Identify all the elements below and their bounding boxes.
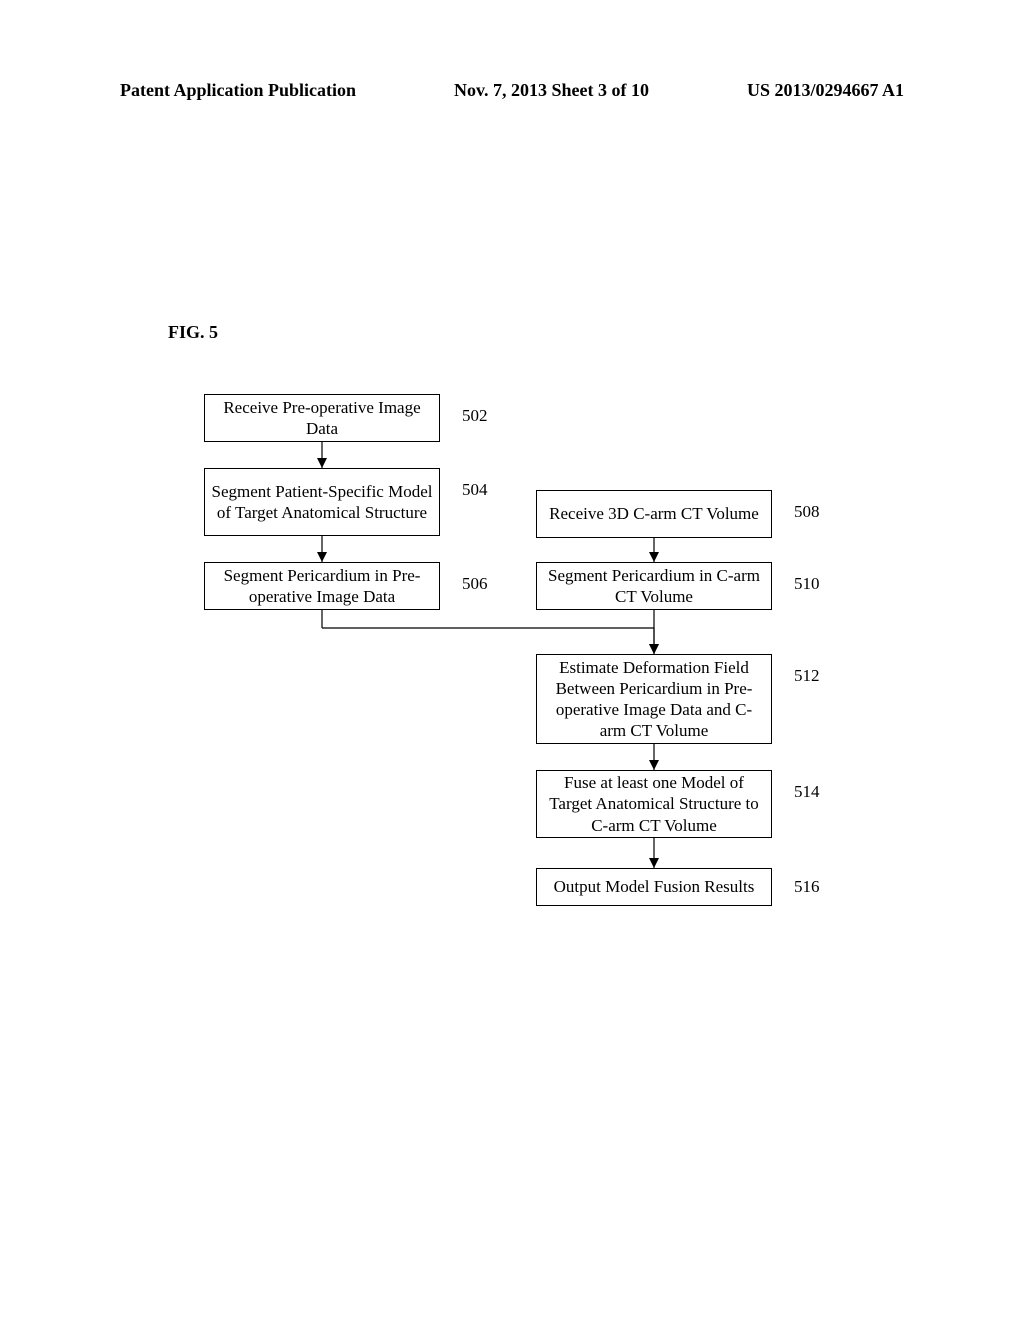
page-header: Patent Application Publication Nov. 7, 2… (0, 80, 1024, 101)
connector (644, 610, 664, 654)
ref-label-512: 512 (794, 666, 820, 686)
flow-node-516: Output Model Fusion Results (536, 868, 772, 906)
ref-label-514: 514 (794, 782, 820, 802)
flow-node-514: Fuse at least one Model of Target Anatom… (536, 770, 772, 838)
flow-node-502: Receive Pre-operative Image Data (204, 394, 440, 442)
connector (644, 838, 664, 868)
connector (644, 744, 664, 770)
flow-node-512: Estimate Deformation Field Between Peric… (536, 654, 772, 744)
ref-label-504: 504 (462, 480, 488, 500)
header-left: Patent Application Publication (120, 80, 356, 101)
flow-node-510: Segment Pericardium in C-arm CT Volume (536, 562, 772, 610)
connector (312, 442, 332, 468)
ref-label-502: 502 (462, 406, 488, 426)
ref-label-506: 506 (462, 574, 488, 594)
flow-node-504: Segment Patient-Specific Model of Target… (204, 468, 440, 536)
flow-node-506: Segment Pericardium in Pre-operative Ima… (204, 562, 440, 610)
ref-label-510: 510 (794, 574, 820, 594)
header-center: Nov. 7, 2013 Sheet 3 of 10 (454, 80, 649, 101)
figure-label: FIG. 5 (168, 322, 218, 343)
connector (320, 610, 656, 654)
ref-label-508: 508 (794, 502, 820, 522)
flow-node-508: Receive 3D C-arm CT Volume (536, 490, 772, 538)
connector (312, 536, 332, 562)
header-right: US 2013/0294667 A1 (747, 80, 904, 101)
connector (644, 538, 664, 562)
ref-label-516: 516 (794, 877, 820, 897)
page: Patent Application Publication Nov. 7, 2… (0, 0, 1024, 1320)
